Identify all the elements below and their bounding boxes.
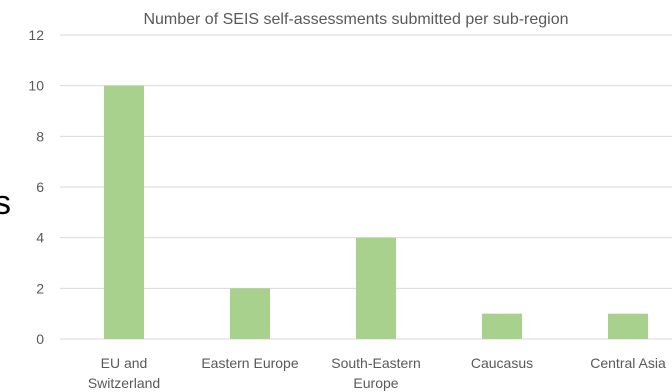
bar	[356, 237, 396, 339]
bar	[104, 85, 144, 340]
y-tick-label: 0	[36, 331, 44, 347]
bar	[608, 313, 648, 339]
y-tick-label: 12	[28, 27, 44, 43]
x-category-label: Europe	[353, 375, 398, 391]
background-text-fragment: s	[0, 184, 11, 222]
y-tick-label: 6	[36, 179, 44, 195]
bar	[482, 313, 522, 339]
y-tick-label: 4	[36, 230, 44, 246]
x-category-label: Eastern Europe	[201, 355, 298, 371]
y-axis-ticks: 0 2 4 6 8 10 12	[28, 27, 44, 347]
x-category-label: Caucasus	[471, 355, 533, 371]
x-category-label: South-Eastern	[331, 355, 421, 371]
x-category-label: EU and	[101, 355, 148, 371]
y-tick-label: 10	[28, 78, 44, 94]
x-category-label: Switzerland	[88, 375, 160, 391]
bar	[230, 288, 270, 339]
bars	[104, 85, 648, 340]
x-category-label: Central Asia	[590, 355, 666, 371]
y-tick-label: 8	[36, 128, 44, 144]
x-axis-labels: EU and Switzerland Eastern Europe South-Eas…	[88, 355, 666, 391]
chart-title: Number of SEIS self-assessments submitte…	[143, 11, 568, 28]
y-tick-label: 2	[36, 280, 44, 296]
